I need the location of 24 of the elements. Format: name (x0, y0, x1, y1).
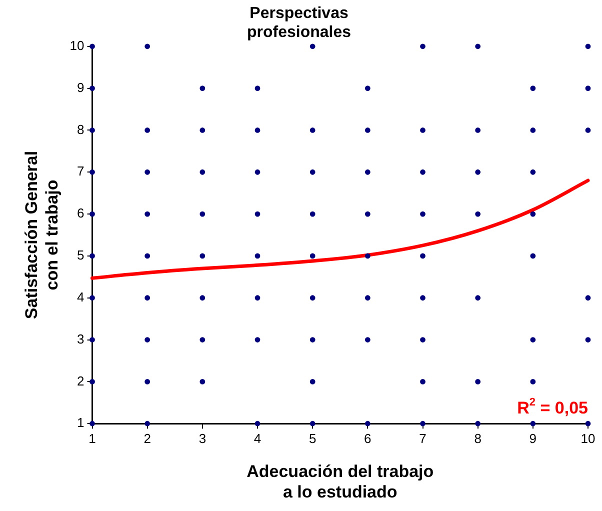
x-tick-label: 10 (580, 430, 596, 446)
x-tick-label: 5 (308, 430, 316, 446)
x-tick-label: 6 (364, 430, 372, 446)
line-series (90, 178, 590, 280)
y-tick-label: 1 (77, 415, 84, 430)
x-tick-label: 7 (419, 430, 426, 446)
y-tick-label: 2 (77, 373, 84, 388)
y-tick-label: 7 (77, 164, 84, 179)
x-tick-label: 3 (198, 430, 206, 446)
x-tick-label: 4 (254, 430, 262, 446)
x-tick-label: 8 (474, 430, 482, 446)
x-axis-title: Adecuación del trabajo a lo estudiado (246, 462, 434, 502)
x-tick-label: 2 (144, 430, 151, 446)
chart-title: Perspectivas profesionales (246, 5, 352, 42)
y-tick-label: 6 (77, 206, 84, 221)
y-tick-label: 5 (77, 248, 84, 263)
y-tick-label: 8 (77, 122, 84, 137)
x-tick-label: 9 (529, 430, 537, 446)
y-axis-title: Satisfacción General con el trabajo (22, 150, 62, 320)
y-tick-label: 9 (77, 80, 84, 95)
y-tick-label: 3 (77, 331, 84, 346)
x-tick-label: 1 (88, 430, 96, 446)
y-tick-label: 10 (70, 38, 84, 53)
y-tick-label: 4 (77, 289, 84, 304)
